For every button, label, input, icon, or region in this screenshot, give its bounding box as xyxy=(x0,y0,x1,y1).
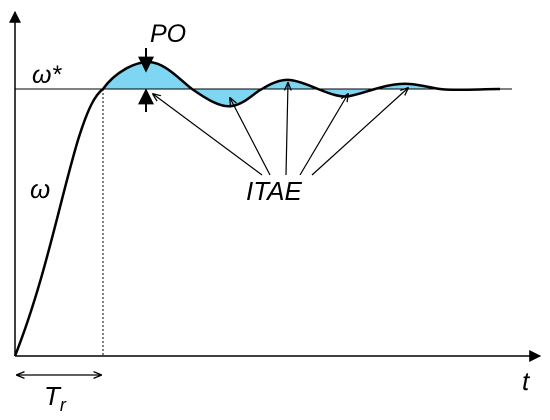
overshoot-label: PO xyxy=(150,20,186,48)
rise-time-main: T xyxy=(44,381,62,411)
rise-time-subscript: r xyxy=(60,395,67,415)
time-axis-label: t xyxy=(522,366,531,396)
itae-pointer xyxy=(230,98,271,176)
itae-pointer xyxy=(299,94,348,176)
itae-label: ITAE xyxy=(246,176,303,206)
error-area-lobe xyxy=(103,62,192,89)
itae-pointer xyxy=(311,88,408,176)
response-curve xyxy=(13,60,501,357)
itae-pointers xyxy=(153,83,408,176)
itae-pointer xyxy=(153,94,263,176)
setpoint-label: ω* xyxy=(32,61,62,89)
error-area-lobe xyxy=(192,89,262,107)
speed-label: ω xyxy=(30,174,50,204)
rise-time-label: Tr xyxy=(44,381,67,415)
itae-pointer xyxy=(286,83,288,176)
